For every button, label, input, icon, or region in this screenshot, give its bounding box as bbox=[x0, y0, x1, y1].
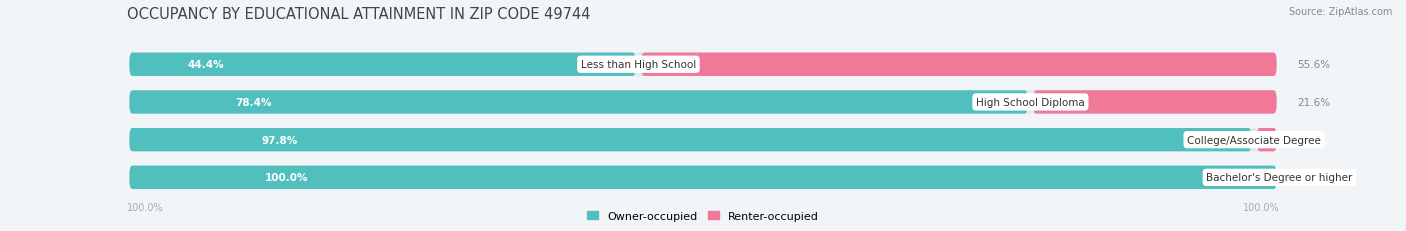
FancyBboxPatch shape bbox=[129, 53, 636, 77]
Text: Bachelor's Degree or higher: Bachelor's Degree or higher bbox=[1206, 173, 1353, 182]
FancyBboxPatch shape bbox=[129, 128, 1251, 152]
Text: OCCUPANCY BY EDUCATIONAL ATTAINMENT IN ZIP CODE 49744: OCCUPANCY BY EDUCATIONAL ATTAINMENT IN Z… bbox=[127, 7, 591, 22]
Text: 55.6%: 55.6% bbox=[1296, 60, 1330, 70]
Text: 100.0%: 100.0% bbox=[1243, 203, 1279, 213]
FancyBboxPatch shape bbox=[129, 166, 1277, 189]
FancyBboxPatch shape bbox=[641, 53, 1277, 77]
Text: 100.0%: 100.0% bbox=[264, 173, 308, 182]
Text: Less than High School: Less than High School bbox=[581, 60, 696, 70]
Text: High School Diploma: High School Diploma bbox=[976, 97, 1085, 107]
FancyBboxPatch shape bbox=[129, 91, 1277, 114]
Text: Source: ZipAtlas.com: Source: ZipAtlas.com bbox=[1288, 7, 1392, 17]
FancyBboxPatch shape bbox=[129, 128, 1277, 152]
FancyBboxPatch shape bbox=[129, 53, 1277, 77]
FancyBboxPatch shape bbox=[1257, 128, 1277, 152]
Text: 0.0%: 0.0% bbox=[1296, 173, 1323, 182]
Text: 100.0%: 100.0% bbox=[127, 203, 163, 213]
FancyBboxPatch shape bbox=[1033, 91, 1277, 114]
Text: 44.4%: 44.4% bbox=[188, 60, 225, 70]
FancyBboxPatch shape bbox=[129, 166, 1277, 189]
Text: College/Associate Degree: College/Associate Degree bbox=[1187, 135, 1322, 145]
Text: 2.2%: 2.2% bbox=[1296, 135, 1323, 145]
Text: 21.6%: 21.6% bbox=[1296, 97, 1330, 107]
Legend: Owner-occupied, Renter-occupied: Owner-occupied, Renter-occupied bbox=[582, 207, 824, 225]
Text: 78.4%: 78.4% bbox=[235, 97, 271, 107]
FancyBboxPatch shape bbox=[129, 91, 1028, 114]
Text: 97.8%: 97.8% bbox=[262, 135, 298, 145]
